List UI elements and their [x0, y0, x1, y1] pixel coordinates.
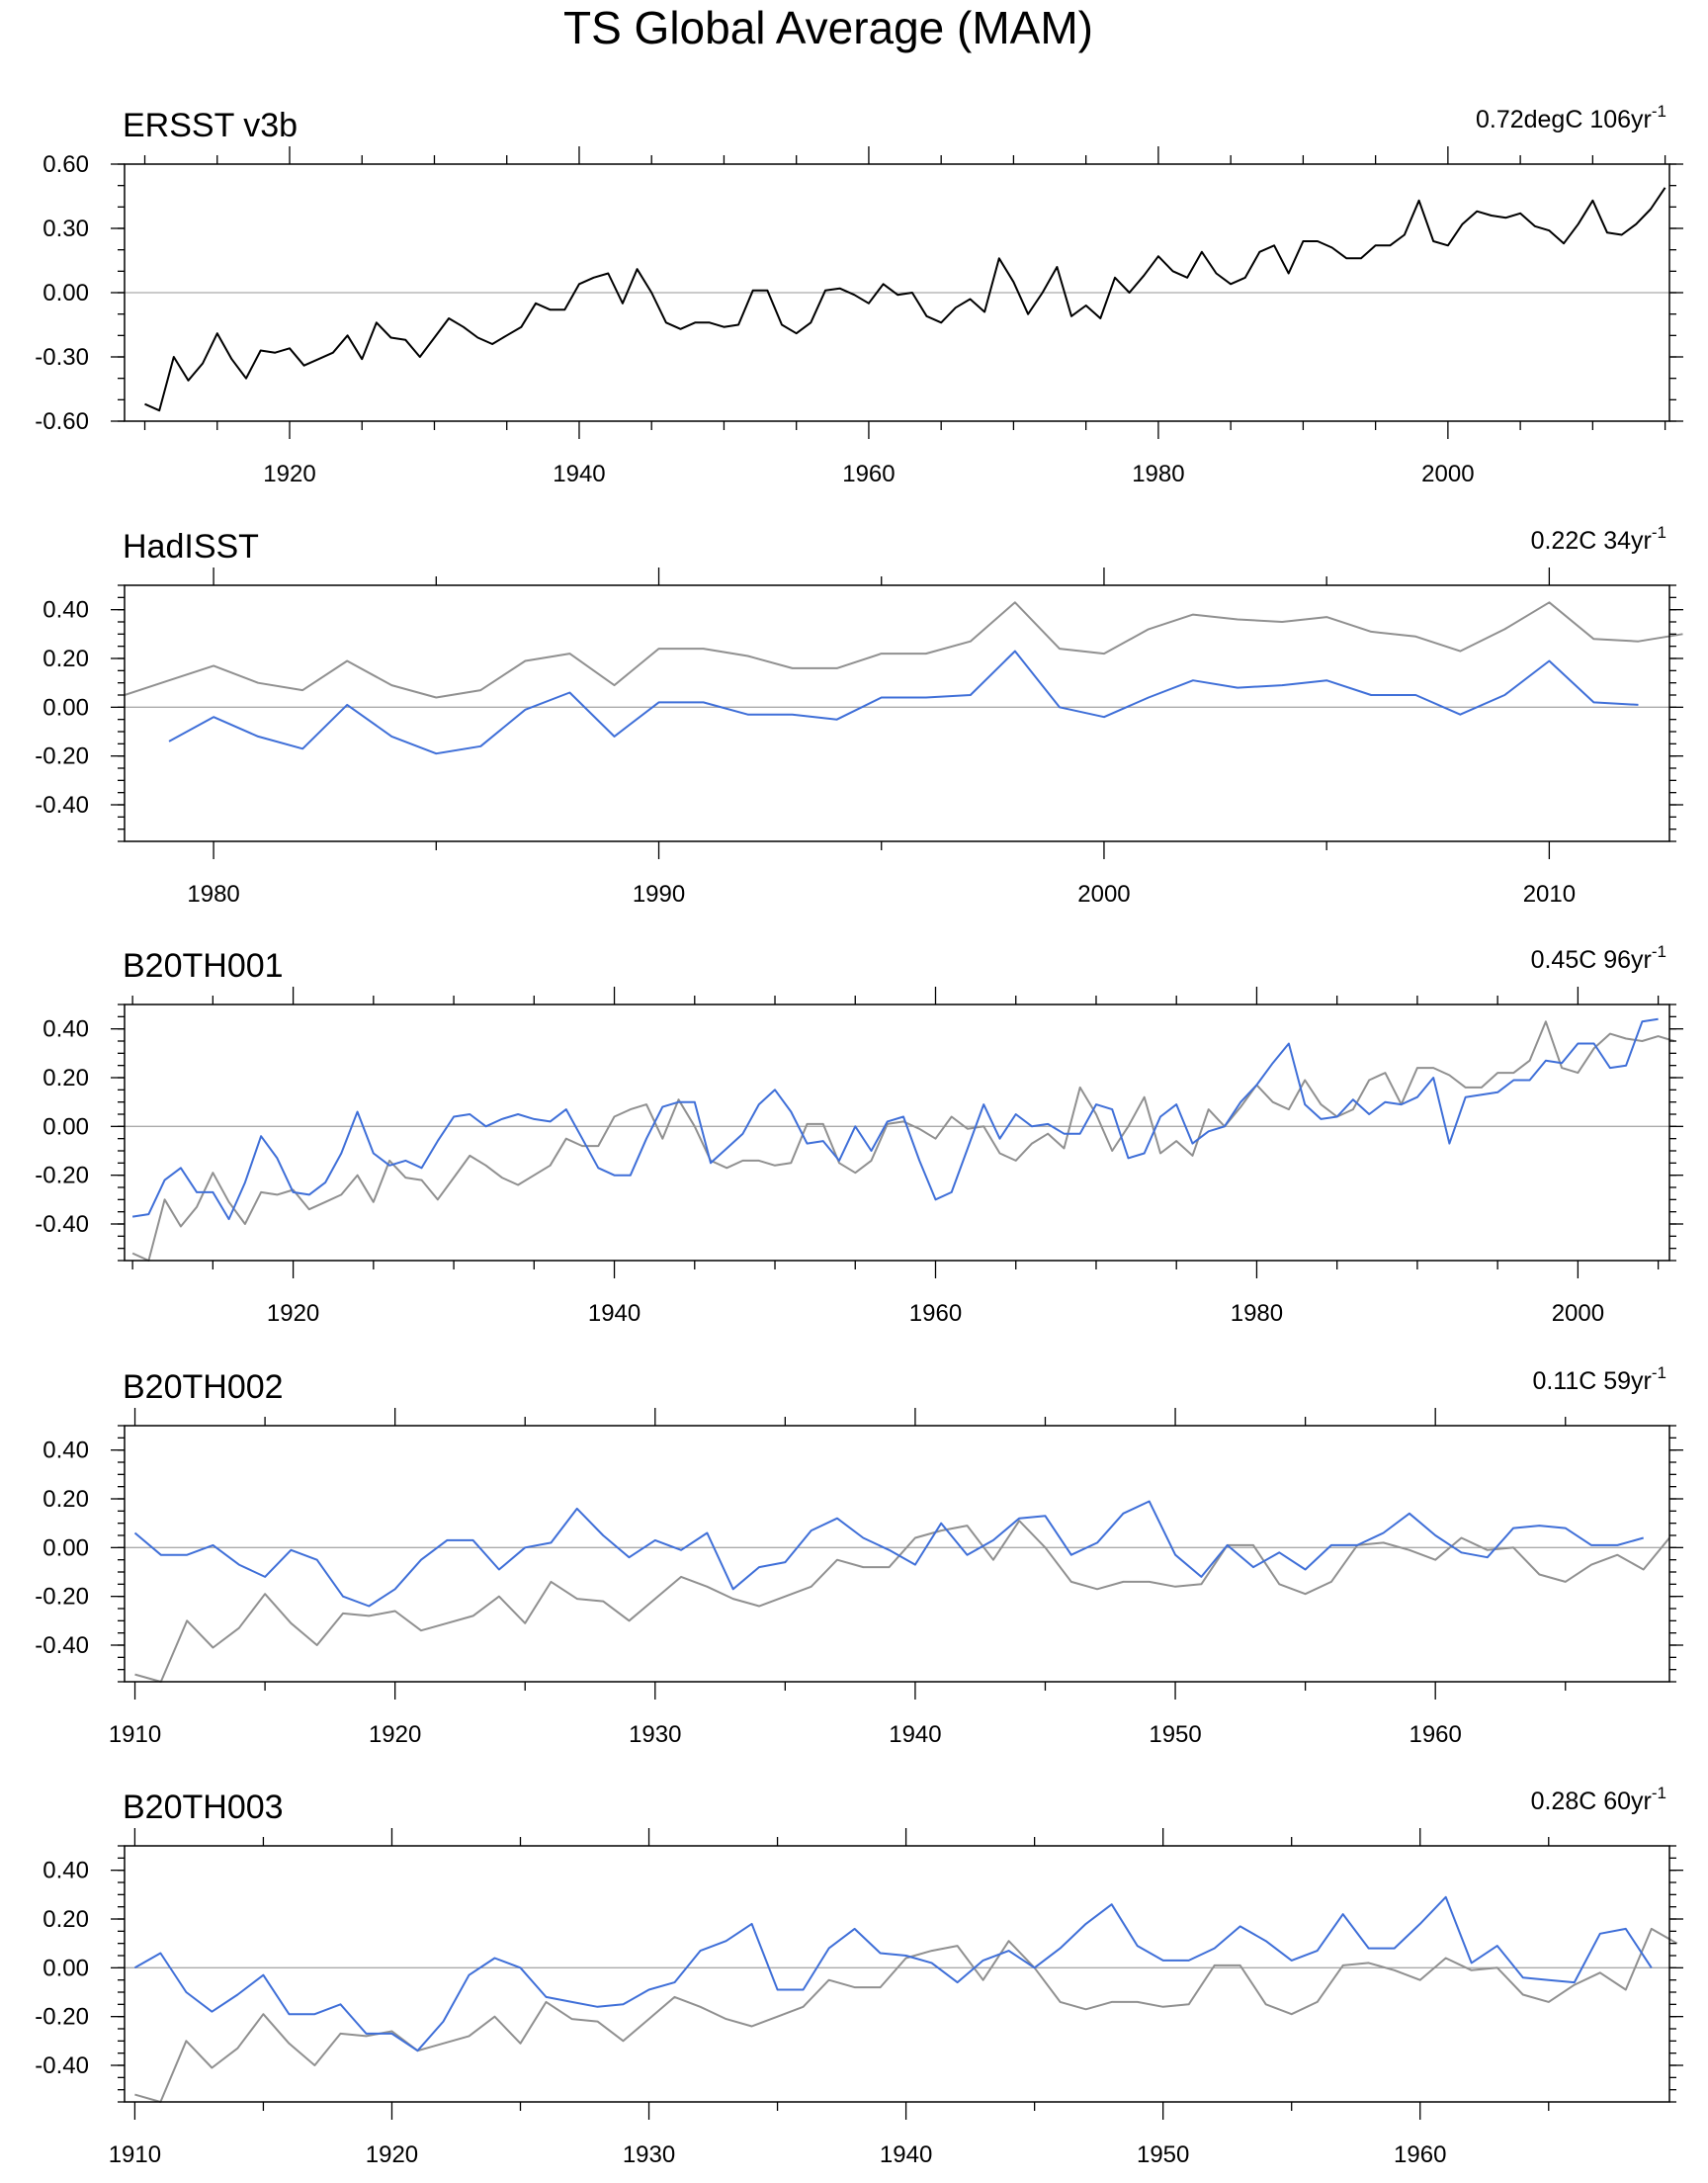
x-tick-label: 1960 — [1394, 2141, 1446, 2168]
panel-4: B20TH002 0.11C 59yr-1 -0.40 -0.20 0.00 0.20 0.… — [35, 1363, 1683, 1748]
trend-annotation: 0.45C 96yr-1 — [1531, 942, 1666, 974]
series-line — [144, 187, 1666, 412]
y-tick-label: 0.00 — [43, 1955, 89, 1981]
panel-5: B20TH003 0.28C 60yr-1 -0.40 -0.20 0.00 0.20 0.… — [35, 1784, 1683, 2168]
y-tick-label: -0.20 — [35, 2004, 89, 2031]
x-tick-label: 2000 — [1421, 461, 1474, 487]
y-tick-label: 0.20 — [43, 1486, 89, 1513]
trend-annotation: 0.28C 60yr-1 — [1531, 1784, 1666, 1815]
series-line — [168, 650, 1639, 755]
panel-title: B20TH002 — [123, 1368, 284, 1406]
plot-frame — [124, 584, 1670, 842]
x-tick-label: 1930 — [623, 2141, 675, 2168]
series-line — [124, 601, 1683, 699]
x-tick-label: 1920 — [369, 1721, 421, 1748]
y-tick-label: -0.30 — [35, 344, 89, 371]
y-tick-label: 0.40 — [43, 1438, 89, 1464]
panel-3: B20TH001 0.45C 96yr-1 -0.40 -0.20 0.00 0.20 0.… — [35, 942, 1683, 1327]
plot-frame — [124, 1004, 1670, 1262]
x-tick-label: 1910 — [109, 1721, 161, 1748]
x-tick-label: 1940 — [553, 461, 605, 487]
x-tick-label: 1960 — [1409, 1721, 1461, 1748]
trend-value: 0.45C 96yr — [1531, 946, 1652, 974]
trend-value: 0.72degC 106yr — [1476, 106, 1652, 133]
trend-exponent: -1 — [1652, 102, 1666, 121]
panel-title: B20TH001 — [123, 947, 284, 985]
panel-title: B20TH003 — [123, 1789, 284, 1826]
x-tick-label: 1990 — [633, 881, 685, 908]
panel-title: ERSST v3b — [123, 107, 298, 144]
x-tick-label: 1940 — [880, 2141, 932, 2168]
y-tick-label: 0.60 — [43, 151, 89, 178]
series-line — [134, 1520, 1670, 1683]
x-tick-label: 1950 — [1149, 1721, 1201, 1748]
series-line — [134, 1927, 1678, 2103]
trend-value: 0.11C 59yr — [1532, 1367, 1651, 1395]
y-tick-label: 0.40 — [43, 1016, 89, 1043]
plot-frame — [124, 1845, 1670, 2103]
y-tick-label: -0.40 — [35, 1632, 89, 1659]
x-tick-label: 2000 — [1077, 881, 1130, 908]
panels: ERSST v3b 0.72degC 106yr-1-0.60-0.300.000… — [35, 102, 1683, 2168]
trend-value: 0.22C 34yr — [1531, 527, 1652, 555]
series-line — [131, 1017, 1659, 1221]
y-tick-label: -0.20 — [35, 1163, 89, 1189]
panel-title: HadISST — [123, 528, 259, 566]
series-line — [133, 1895, 1653, 2052]
y-tick-label: 0.30 — [43, 216, 89, 242]
y-tick-label: -0.20 — [35, 1584, 89, 1611]
series-line — [133, 1500, 1644, 1608]
y-tick-label: 0.40 — [43, 1858, 89, 1884]
trend-exponent: -1 — [1652, 1363, 1666, 1382]
figure-title: TS Global Average (MAM) — [563, 2, 1093, 53]
trend-exponent: -1 — [1652, 1784, 1666, 1802]
panel-1: ERSST v3b 0.72degC 106yr-1 -0.60 -0.30 0.00 0… — [35, 102, 1683, 487]
trend-annotation: 0.72degC 106yr-1 — [1476, 102, 1666, 133]
trend-annotation: 0.22C 34yr-1 — [1531, 523, 1666, 555]
x-tick-label: 1910 — [109, 2141, 161, 2168]
x-tick-label: 1980 — [1231, 1300, 1283, 1327]
x-tick-label: 1980 — [187, 881, 239, 908]
trend-exponent: -1 — [1652, 942, 1666, 961]
x-tick-label: 1920 — [267, 1300, 319, 1327]
trend-annotation: 0.11C 59yr-1 — [1532, 1363, 1666, 1395]
x-tick-label: 2010 — [1523, 881, 1576, 908]
panel-2: HadISST 0.22C 34yr-1 -0.40 -0.20 0.00 0.20 0.4… — [35, 523, 1683, 908]
x-tick-label: 1960 — [909, 1300, 962, 1327]
y-tick-label: 0.20 — [43, 1906, 89, 1933]
y-tick-label: 0.00 — [43, 1113, 89, 1140]
trend-exponent: -1 — [1652, 523, 1666, 542]
x-tick-label: 1920 — [366, 2141, 418, 2168]
y-tick-label: -0.40 — [35, 2052, 89, 2079]
trend-value: 0.28C 60yr — [1531, 1788, 1652, 1815]
x-tick-label: 1940 — [588, 1300, 640, 1327]
y-tick-label: 0.00 — [43, 1534, 89, 1561]
x-tick-label: 2000 — [1552, 1300, 1604, 1327]
x-tick-label: 1960 — [842, 461, 895, 487]
y-tick-label: 0.20 — [43, 646, 89, 672]
y-tick-label: -0.40 — [35, 792, 89, 819]
plot-frame — [124, 1425, 1670, 1683]
x-tick-label: 1920 — [263, 461, 315, 487]
series-line — [131, 1020, 1675, 1262]
x-tick-label: 1980 — [1132, 461, 1184, 487]
y-tick-label: 0.20 — [43, 1065, 89, 1092]
y-tick-label: -0.40 — [35, 1211, 89, 1238]
x-tick-label: 1930 — [629, 1721, 681, 1748]
y-tick-label: -0.60 — [35, 408, 89, 435]
y-tick-label: -0.20 — [35, 743, 89, 770]
y-tick-label: 0.40 — [43, 597, 89, 624]
x-tick-label: 1940 — [889, 1721, 941, 1748]
y-tick-label: 0.00 — [43, 280, 89, 306]
y-tick-label: 0.00 — [43, 694, 89, 721]
x-tick-label: 1950 — [1137, 2141, 1189, 2168]
